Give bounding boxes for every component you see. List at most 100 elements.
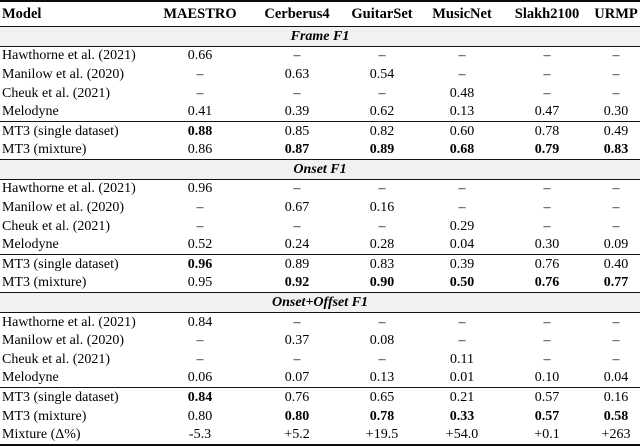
value-cell: 0.88: [148, 120, 252, 141]
value-cell: –: [612, 181, 620, 197]
model-cell: Manilow et al. (2020): [2, 66, 125, 82]
value-cell: 0.48: [449, 85, 475, 101]
baseline-row-group: Hawthorne et al. (2021) 0.96– – – – – Manilow …: [0, 179, 640, 254]
table-row: MT3 (single dataset) 0.96 0.89 0.83 0.39 0.76…: [0, 254, 640, 274]
model-cell: MT3 (mixture): [2, 275, 87, 291]
model-cell: Cheuk et al. (2021): [2, 351, 111, 367]
value-cell: 0.21: [422, 387, 502, 407]
value-cell: 0.09: [603, 237, 629, 253]
value-cell: –: [378, 218, 386, 234]
value-cell: –: [612, 48, 620, 64]
value-cell: 0.76: [252, 387, 342, 407]
value-cell: –: [196, 85, 204, 101]
model-cell: Hawthorne et al. (2021): [2, 314, 136, 330]
value-cell: –: [612, 85, 620, 101]
value-cell: –: [458, 181, 466, 197]
column-header-cerberus4: Cerberus4: [252, 1, 342, 27]
value-cell: 0.01: [449, 370, 475, 386]
value-cell: –: [458, 66, 466, 82]
model-cell: MT3 (single dataset): [0, 387, 148, 407]
value-cell: -5.3: [188, 427, 212, 443]
value-cell: –: [612, 351, 620, 367]
table-row: Cheuk et al. (2021) – – – 0.48 – –: [0, 84, 640, 103]
value-cell: 0.57: [534, 408, 560, 424]
value-cell: 0.04: [449, 237, 475, 253]
table-row: MT3 (single dataset) 0.88 0.85 0.82 0.60 0.78…: [0, 120, 640, 141]
value-cell: 0.11: [450, 351, 474, 367]
value-cell: 0.80: [284, 408, 310, 424]
value-cell: –: [458, 333, 466, 349]
value-cell: 0.89: [369, 142, 395, 158]
value-cell: 0.67: [284, 200, 310, 216]
value-cell: 0.82: [342, 120, 422, 141]
value-cell: –: [378, 181, 386, 197]
value-cell: –: [378, 48, 386, 64]
value-cell: –: [543, 200, 551, 216]
value-cell: 0.47: [534, 104, 560, 120]
table-row: Melodyne 0.06 0.07 0.13 0.01 0.10 0.04: [0, 368, 640, 387]
value-cell: 0.63: [284, 66, 310, 82]
table-row: Cheuk et al. (2021) – – – 0.29 – –: [0, 217, 640, 236]
value-cell: 0.77: [603, 275, 629, 291]
model-cell: Cheuk et al. (2021): [2, 85, 111, 101]
value-cell: –: [612, 333, 620, 349]
value-cell: –: [293, 85, 301, 101]
value-cell: 0.49: [592, 120, 640, 141]
value-cell: 0.16: [592, 387, 640, 407]
value-cell: 0.60: [422, 120, 502, 141]
value-cell: 0.83: [603, 142, 629, 158]
value-cell: 0.16: [369, 200, 395, 216]
table-row: Mixture (Δ%) -5.3 +5.2 +19.5 +54.0 +0.1 +263: [0, 425, 640, 445]
model-cell: Manilow et al. (2020): [2, 200, 125, 216]
value-cell: –: [293, 48, 301, 64]
section-header: Frame F1: [0, 26, 640, 47]
value-cell: –: [196, 66, 204, 82]
value-cell: 0.76: [502, 254, 592, 274]
value-cell: 0.30: [534, 237, 560, 253]
value-cell: 0.50: [449, 275, 475, 291]
table-row: MT3 (single dataset) 0.84 0.76 0.65 0.21 0.57…: [0, 387, 640, 407]
column-header-model: Model: [0, 1, 148, 27]
section-header: Onset+Offset F1: [0, 292, 640, 313]
value-cell: 0.06: [187, 370, 213, 386]
value-cell: –: [196, 218, 204, 234]
column-header-urmp: URMP: [592, 1, 640, 27]
value-cell: –: [543, 181, 551, 197]
table-row: MT3 (mixture) 0.95 0.92 0.90 0.50 0.76 0.77: [0, 274, 640, 293]
table-row: Hawthorne et al. (2021) 0.66 – – – – –: [0, 46, 640, 65]
section-band: Onset+Offset F1: [0, 292, 640, 313]
value-cell: 0.76: [534, 275, 560, 291]
value-cell: 0.13: [369, 370, 395, 386]
value-cell: –: [612, 314, 620, 330]
value-cell: 0.39: [284, 104, 310, 120]
value-cell: 0.07: [284, 370, 310, 386]
column-header-slakh2100: Slakh2100: [502, 1, 592, 27]
baseline-row-group: Hawthorne et al. (2021) 0.66 – – – – – Manilow …: [0, 46, 640, 121]
value-cell: 0.66: [187, 48, 213, 64]
value-cell: –: [543, 351, 551, 367]
value-cell: 0.30: [603, 104, 629, 120]
value-cell: 0.87: [284, 142, 310, 158]
value-cell: –: [293, 181, 301, 197]
table-row: Hawthorne et al. (2021) 0.96 – – – – –: [0, 179, 640, 198]
value-cell: –: [458, 200, 466, 216]
value-cell: 0.89: [252, 254, 342, 274]
value-cell: 0.52: [187, 237, 213, 253]
value-cell: 0.84: [148, 387, 252, 407]
value-cell: 0.84: [187, 314, 213, 330]
value-cell: 0.54: [369, 66, 395, 82]
value-cell: 0.92: [284, 275, 310, 291]
value-cell: 0.13: [449, 104, 475, 120]
value-cell: 0.90: [369, 275, 395, 291]
value-cell: 0.83: [342, 254, 422, 274]
value-cell: +263: [601, 427, 631, 443]
model-cell: Cheuk et al. (2021): [2, 218, 111, 234]
model-cell: Hawthorne et al. (2021): [2, 181, 136, 197]
table-row: Melodyne 0.41 0.39 0.62 0.13 0.47 0.30: [0, 102, 640, 121]
value-cell: 0.28: [369, 237, 395, 253]
section-band: Onset F1: [0, 159, 640, 180]
value-cell: –: [196, 333, 204, 349]
value-cell: –: [458, 48, 466, 64]
model-cell: Hawthorne et al. (2021): [2, 48, 136, 64]
